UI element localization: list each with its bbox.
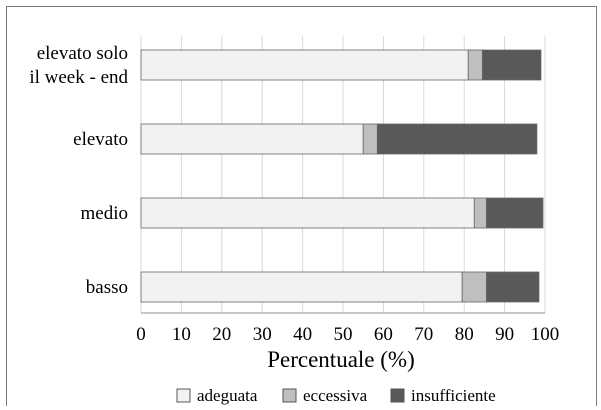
legend-label-eccessiva: eccessiva — [303, 386, 368, 405]
legend-label-insufficiente: insufficiente — [411, 386, 496, 405]
bar-insufficiente — [376, 123, 538, 155]
x-tick-label: 60 — [374, 324, 393, 345]
category-label: elevato solo — [37, 43, 128, 64]
bar-adeguata — [140, 49, 469, 81]
bar-eccessiva — [461, 271, 487, 303]
x-axis-title: Percentuale (%) — [267, 347, 415, 372]
bar-eccessiva — [362, 123, 378, 155]
x-tick-label: 50 — [334, 324, 353, 345]
chart-frame — [6, 6, 597, 406]
bar-insufficiente — [486, 271, 540, 303]
legend-swatch-adeguata — [176, 388, 191, 403]
category-label: basso — [86, 277, 128, 298]
x-tick-label: 90 — [495, 324, 514, 345]
legend: adeguata eccessiva insufficiente — [176, 386, 496, 405]
x-tick-label: 80 — [455, 324, 474, 345]
legend-swatch-insufficiente — [390, 388, 405, 403]
category-label: medio — [81, 203, 129, 224]
category-label: il week - end — [29, 67, 128, 88]
bar-insufficiente — [481, 49, 542, 81]
x-tick-label: 70 — [414, 324, 433, 345]
x-tick-label: 30 — [253, 324, 272, 345]
bar-adeguata — [140, 271, 463, 303]
bar-adeguata — [140, 197, 475, 229]
bar-adeguata — [140, 123, 364, 155]
legend-swatch-eccessiva — [282, 388, 297, 403]
x-axis: 0 10 20 30 40 50 60 70 80 90 100 — [136, 312, 560, 345]
bar-insufficiente — [486, 197, 544, 229]
legend-label-adeguata: adeguata — [197, 386, 258, 405]
x-tick-label: 0 — [136, 324, 146, 345]
grid-lines — [140, 36, 546, 313]
x-tick-label: 40 — [293, 324, 312, 345]
x-tick-label: 100 — [531, 324, 560, 345]
x-tick-label: 10 — [172, 324, 191, 345]
category-labels: elevato solo il week - end elevato medio bas… — [29, 43, 128, 298]
bar-group — [140, 49, 544, 303]
bar-eccessiva — [467, 49, 483, 81]
category-label: elevato — [73, 129, 128, 150]
x-tick-label: 20 — [212, 324, 231, 345]
bar-eccessiva — [473, 197, 487, 229]
